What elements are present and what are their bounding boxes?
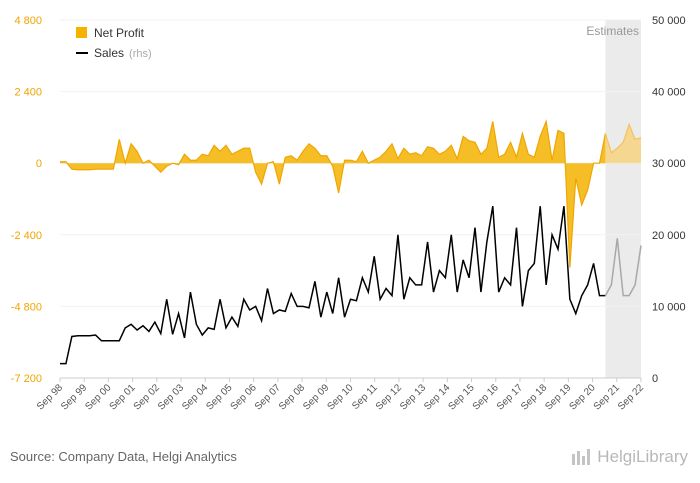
x-axis-tick-label: Sep 19 <box>543 382 573 412</box>
right-axis-tick-label: 20 000 <box>652 230 686 242</box>
left-axis-tick-label: -4 800 <box>11 301 42 313</box>
x-axis-tick-label: Sep 04 <box>180 382 210 412</box>
legend-label: Sales (rhs) <box>94 46 152 60</box>
x-axis-tick-label: Sep 12 <box>374 382 404 412</box>
helgi-logo[interactable]: HelgiLibrary <box>571 447 688 467</box>
x-axis-tick-label: Sep 14 <box>422 382 452 412</box>
right-axis-tick-label: 40 000 <box>652 87 686 99</box>
x-axis-tick-label: Sep 10 <box>325 382 355 412</box>
left-axis-tick-label: 0 <box>36 158 42 170</box>
x-axis-tick-label: Sep 13 <box>398 382 428 412</box>
net-profit-estimate-area <box>605 124 641 164</box>
x-axis-tick-label: Sep 09 <box>301 382 331 412</box>
gridlines <box>60 19 641 379</box>
x-axis-tick-label: Sep 07 <box>253 382 283 412</box>
right-axis: 50 000 40 000 30 000 20 000 10 000 0 <box>652 15 686 385</box>
right-axis-tick-label: 30 000 <box>652 158 686 170</box>
right-axis-tick-label: 0 <box>652 373 658 385</box>
logo-text: HelgiLibrary <box>597 447 688 466</box>
x-axis-tick-label: Sep 22 <box>616 382 646 412</box>
x-axis-tick-label: Sep 18 <box>519 382 549 412</box>
x-axis-tick-label: Sep 17 <box>495 382 525 412</box>
x-axis-tick-label: Sep 03 <box>156 382 186 412</box>
x-axis-tick-label: Sep 99 <box>59 382 89 412</box>
legend: Net Profit Sales (rhs) <box>76 26 152 60</box>
x-axis-tick-label: Sep 08 <box>277 382 307 412</box>
sales-line <box>60 206 606 365</box>
estimates-label: Estimates <box>586 24 639 38</box>
net-profit-series <box>60 119 642 268</box>
left-axis-tick-label: -2 400 <box>11 230 42 242</box>
x-axis-tick-label: Sep 05 <box>204 382 234 412</box>
x-axis-tick-label: Sep 02 <box>132 382 162 412</box>
left-axis-tick-label: -7 200 <box>11 373 42 385</box>
x-axis-tick-label: Sep 00 <box>83 382 113 412</box>
x-axis-tick-label: Sep 16 <box>471 382 501 412</box>
right-axis-tick-label: 10 000 <box>652 301 686 313</box>
sales-series <box>60 206 642 365</box>
left-axis: 4 800 2 400 0 -2 400 -4 800 -7 200 <box>11 15 42 385</box>
x-axis-tick-label: Sep 21 <box>592 382 622 412</box>
x-axis-tick-label: Sep 20 <box>568 382 598 412</box>
x-axis-tick-label: Sep 15 <box>446 382 476 412</box>
legend-sublabel: (rhs) <box>129 48 152 60</box>
net-profit-estimate-line <box>604 122 642 154</box>
left-axis-tick-label: 2 400 <box>14 87 42 99</box>
estimates-band: Estimates <box>586 20 641 378</box>
legend-label: Net Profit <box>94 26 145 40</box>
x-axis-tick-label: Sep 01 <box>108 382 138 412</box>
net-profit-line <box>60 119 607 268</box>
library-icon <box>572 449 591 465</box>
net-profit-area <box>60 121 606 268</box>
source-note: Source: Company Data, Helgi Analytics <box>10 449 237 464</box>
legend-swatch-area <box>76 27 87 38</box>
right-axis-tick-label: 50 000 <box>652 15 686 27</box>
x-axis-tick-label: Sep 06 <box>229 382 259 412</box>
sales-estimate-line <box>604 238 642 297</box>
left-axis-tick-label: 4 800 <box>14 15 42 27</box>
estimates-shade <box>605 20 641 378</box>
x-axis-tick-label: Sep 98 <box>35 382 65 412</box>
